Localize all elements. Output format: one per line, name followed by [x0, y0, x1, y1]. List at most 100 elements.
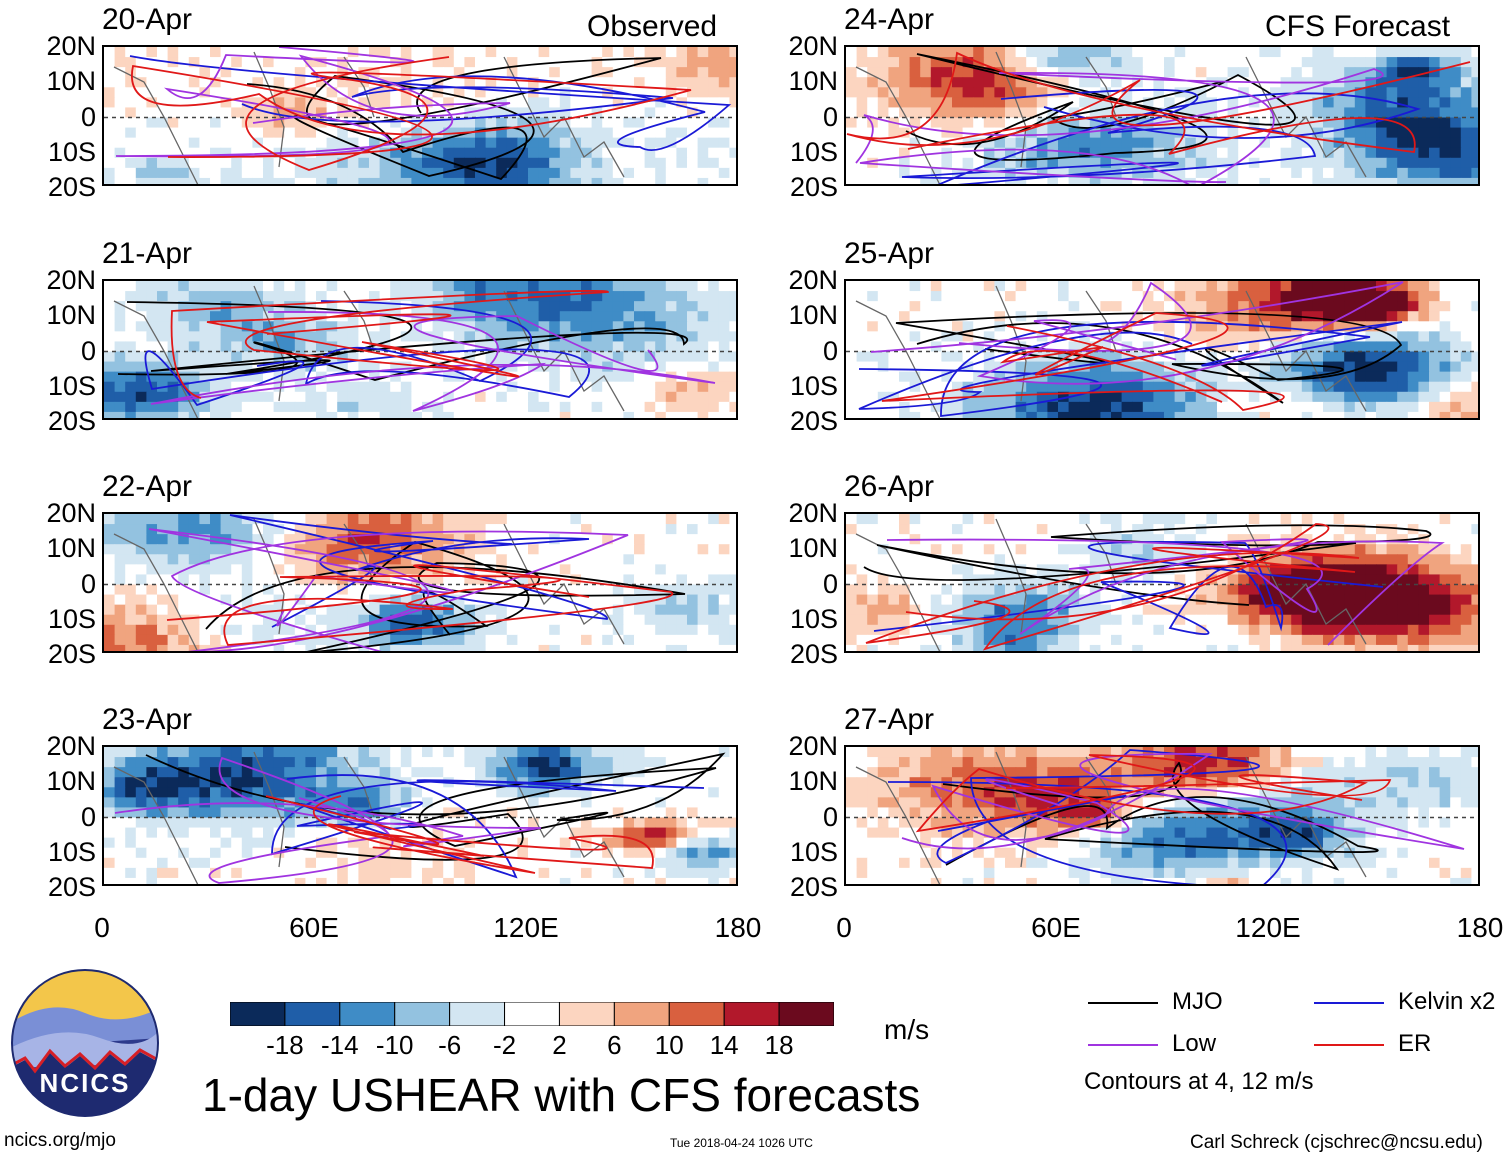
contour-kelvin-x2 — [271, 774, 705, 879]
lat-label: 0 — [80, 801, 96, 832]
legend-line — [1314, 1002, 1384, 1004]
contour-mjo — [863, 524, 1432, 606]
colorbar-tick: 10 — [654, 1030, 684, 1060]
chart-title: 1-day USHEAR with CFS forecasts — [202, 1069, 921, 1121]
contour-mjo — [145, 752, 726, 861]
lat-label: 0 — [80, 335, 96, 366]
lat-label: 0 — [80, 101, 96, 132]
lat-label: 10N — [788, 66, 838, 97]
heatmap-panel — [844, 745, 1480, 886]
lat-label: 10S — [789, 603, 838, 634]
lon-label: 60E — [1031, 912, 1081, 943]
panel-date: 25-Apr — [844, 237, 935, 270]
contour-mjo — [905, 53, 1296, 161]
lat-label: 20N — [46, 265, 96, 295]
lat-label: 20S — [789, 639, 838, 669]
colorbar-tick: 18 — [764, 1030, 794, 1060]
colorbar-tick: -6 — [438, 1030, 462, 1060]
lat-label: 10S — [47, 370, 96, 401]
panel-date: 21-Apr — [102, 237, 193, 270]
panel-date: 24-Apr — [844, 3, 935, 36]
contour-er — [881, 312, 1285, 411]
contour-kelvin-x2 — [873, 541, 1384, 636]
lat-label: 10N — [788, 300, 838, 331]
legend-label: Kelvin x2 — [1398, 988, 1496, 1015]
lat-label: 0 — [80, 568, 96, 599]
lat-label: 10N — [46, 766, 96, 797]
colorbar-swatch — [284, 1001, 341, 1027]
footer-timestamp: Tue 2018-04-24 1026 UTC — [670, 1136, 813, 1150]
forecast-label: CFS Forecast — [1265, 10, 1451, 43]
contour-low — [870, 281, 1404, 385]
lat-label: 20N — [46, 498, 96, 528]
contour-kelvin-x2 — [901, 88, 1421, 184]
lat-label: 0 — [822, 335, 838, 366]
footer-url[interactable]: ncics.org/mjo — [4, 1130, 116, 1151]
contour-er — [915, 754, 1392, 833]
colorbar-swatch — [668, 1001, 725, 1027]
colorbar-swatch — [449, 1001, 506, 1027]
lat-label: 10N — [788, 766, 838, 797]
panel-date: 22-Apr — [102, 470, 193, 503]
contour-low — [115, 47, 511, 158]
contour-kelvin-x2 — [229, 514, 608, 628]
lon-label: 0 — [836, 912, 852, 943]
colorbar-swatch — [558, 1001, 615, 1027]
lat-label: 20N — [788, 731, 838, 761]
lat-label: 10N — [788, 533, 838, 564]
heatmap-panel — [102, 279, 738, 420]
colorbar-tick: -10 — [375, 1030, 414, 1060]
colorbar-swatch — [339, 1001, 396, 1027]
lat-label: 10S — [789, 836, 838, 867]
heatmap-panel — [844, 45, 1480, 186]
colorbar-swatch — [394, 1001, 451, 1027]
contour-low — [150, 311, 716, 412]
lat-label: 20N — [46, 31, 96, 61]
lat-label: 10N — [46, 66, 96, 97]
lat-label: 20N — [46, 731, 96, 761]
lat-label: 0 — [822, 801, 838, 832]
contour-er — [131, 56, 692, 171]
lat-label: 10S — [47, 603, 96, 634]
lon-label: 180 — [714, 912, 762, 943]
heatmap-panel — [102, 45, 738, 186]
legend-label: MJO — [1172, 988, 1223, 1015]
contour-mjo — [117, 301, 689, 381]
contour-kelvin-x2 — [858, 320, 1403, 418]
colorbar-swatch — [504, 1001, 560, 1027]
ncics-logo: NCICS — [10, 968, 160, 1118]
colorbar-tick: 14 — [709, 1030, 739, 1060]
colorbar-tick: 6 — [607, 1030, 622, 1060]
legend-line — [1088, 1002, 1158, 1004]
lon-label: 120E — [493, 912, 559, 943]
contour-er — [865, 523, 1360, 651]
lon-label: 0 — [94, 912, 110, 943]
lat-label: 20S — [47, 406, 96, 436]
observed-label: Observed — [587, 10, 718, 43]
legend-line — [1088, 1044, 1158, 1046]
logo-text: NCICS — [40, 1068, 131, 1098]
lon-label: 120E — [1235, 912, 1301, 943]
contour-er — [166, 564, 674, 646]
colorbar-swatch — [723, 1001, 780, 1027]
legend-label: Low — [1172, 1030, 1217, 1057]
panel-date: 27-Apr — [844, 703, 935, 736]
lat-label: 20S — [789, 406, 838, 436]
heatmap-panel — [102, 745, 738, 886]
contour-mjo — [942, 761, 1379, 871]
heatmap-panel — [844, 512, 1480, 653]
lat-label: 20S — [47, 639, 96, 669]
lat-label: 20S — [789, 172, 838, 202]
contour-low — [114, 756, 542, 884]
colorbar-tick: -14 — [321, 1030, 359, 1060]
lat-label: 10S — [47, 836, 96, 867]
lon-label: 60E — [289, 912, 339, 943]
contour-kelvin-x2 — [129, 55, 732, 151]
heatmap-panel — [844, 279, 1480, 420]
colorbar-swatch — [778, 1001, 835, 1027]
contour-mjo — [246, 57, 662, 181]
contour-er — [265, 795, 654, 874]
lat-label: 20N — [788, 31, 838, 61]
panel-date: 20-Apr — [102, 3, 193, 36]
lat-label: 10S — [47, 136, 96, 167]
